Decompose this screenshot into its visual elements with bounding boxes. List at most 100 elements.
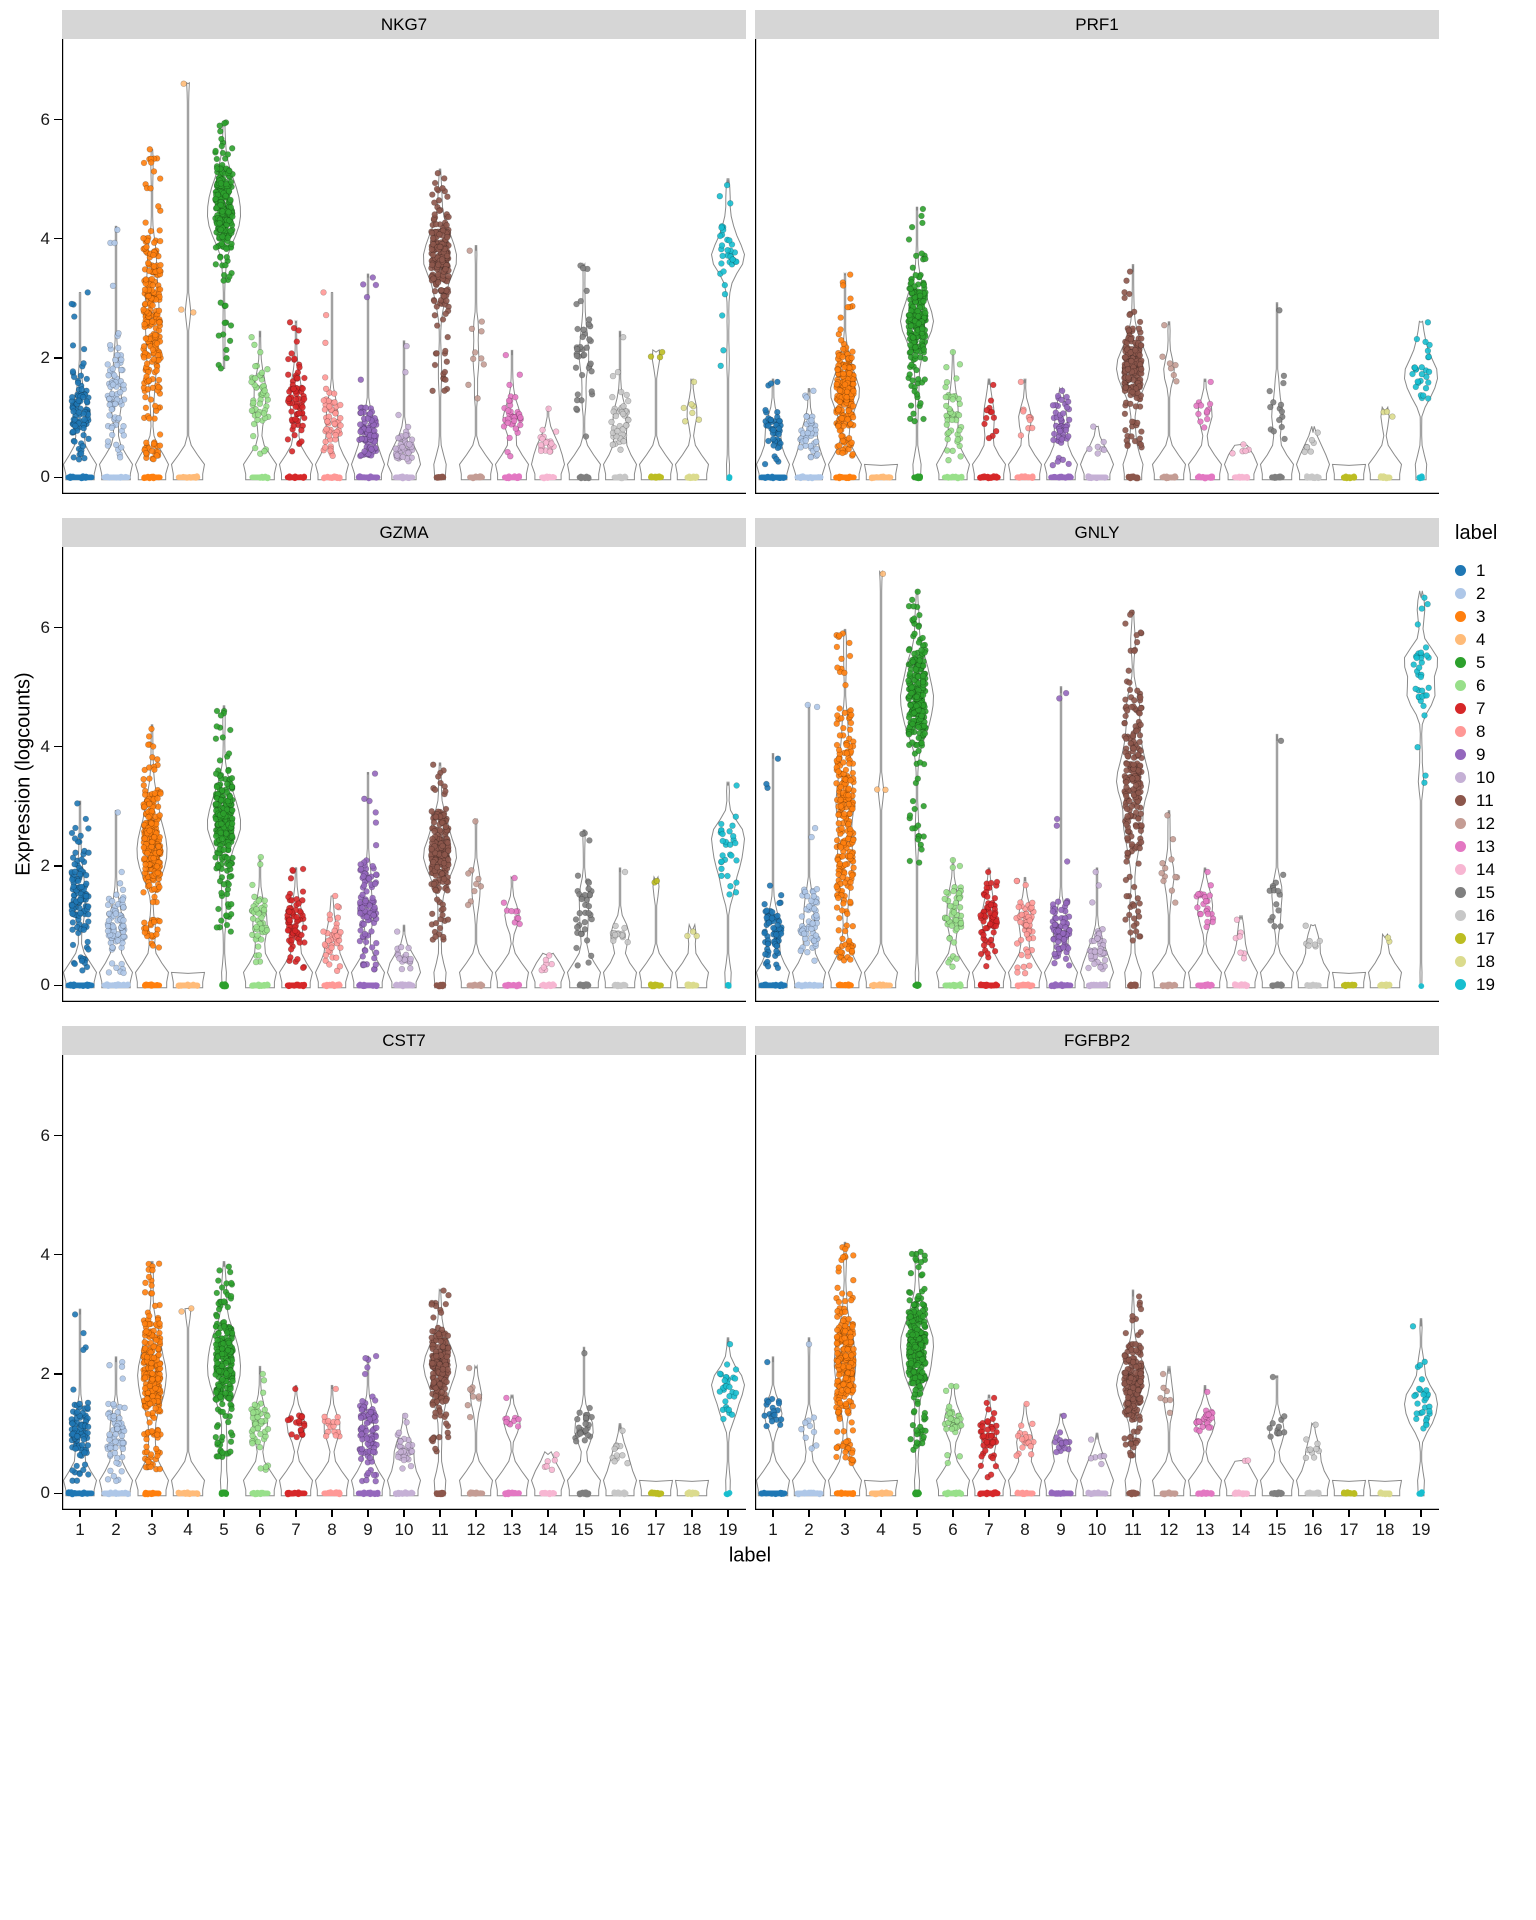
y-tick-mark xyxy=(54,746,62,748)
x-tick-mark xyxy=(1204,1510,1206,1517)
x-tick-label: 2 xyxy=(804,1520,814,1539)
x-tick-mark xyxy=(79,1510,81,1517)
x-tick-mark xyxy=(952,1510,954,1517)
legend-dot-icon xyxy=(1455,749,1466,760)
x-tick-mark xyxy=(808,1510,810,1517)
legend-dot-icon xyxy=(1455,887,1466,898)
legend-item: 18 xyxy=(1455,950,1497,973)
legend-dot-icon xyxy=(1455,933,1466,944)
facet-strip-nkg7: NKG7 xyxy=(62,10,746,39)
legend-items: 1 2 3 4 5 6 7 8 9 10 11 12 13 14 15 16 17 18 19 xyxy=(1455,559,1497,996)
y-tick-mark xyxy=(54,118,62,121)
legend-item-label: 13 xyxy=(1476,836,1495,856)
y-tick-label: 4 xyxy=(40,736,50,756)
x-tick-mark xyxy=(988,1510,990,1517)
x-tick-mark xyxy=(655,1510,657,1517)
y-tick-mark xyxy=(54,865,62,867)
x-tick-mark xyxy=(295,1510,297,1517)
legend-dot-icon xyxy=(1455,956,1466,967)
x-tick-label: 3 xyxy=(147,1520,157,1539)
legend-item-label: 15 xyxy=(1476,882,1495,902)
legend-dot-icon xyxy=(1455,841,1466,852)
x-tick-label: 18 xyxy=(1375,1520,1395,1539)
legend-item-label: 8 xyxy=(1476,721,1486,741)
legend-item-label: 16 xyxy=(1476,905,1495,925)
x-tick-label: 14 xyxy=(1231,1520,1251,1539)
legend-item: 3 xyxy=(1455,605,1497,628)
legend-item-label: 7 xyxy=(1476,698,1486,718)
x-tick-mark xyxy=(772,1510,774,1517)
x-tick-mark xyxy=(259,1510,261,1517)
x-axis-title: label xyxy=(728,1544,772,1567)
x-tick-mark xyxy=(1132,1510,1134,1517)
x-tick-mark xyxy=(547,1510,549,1517)
legend-item-label: 19 xyxy=(1476,974,1495,994)
y-tick-mark xyxy=(54,626,62,629)
facet-strip-gnly: GNLY xyxy=(755,518,1439,547)
y-tick-mark xyxy=(54,238,62,240)
y-tick-label: 4 xyxy=(40,228,50,248)
x-tick-label: 13 xyxy=(502,1520,522,1539)
x-tick-label: 17 xyxy=(646,1520,666,1539)
legend-item-label: 17 xyxy=(1476,928,1495,948)
x-tick-label: 18 xyxy=(682,1520,702,1539)
x-tick-mark xyxy=(619,1510,621,1517)
x-tick-mark xyxy=(439,1510,441,1517)
legend-title: label xyxy=(1455,522,1498,544)
x-tick-mark xyxy=(1024,1510,1026,1517)
legend-item: 14 xyxy=(1455,858,1497,881)
x-tick-label: 11 xyxy=(431,1520,449,1539)
x-tick-label: 12 xyxy=(466,1520,486,1539)
facet-strip-prf1: PRF1 xyxy=(755,10,1439,39)
x-tick-label: 5 xyxy=(912,1520,922,1539)
legend-item: 7 xyxy=(1455,697,1497,720)
x-tick-mark xyxy=(1312,1510,1314,1517)
x-tick-mark xyxy=(331,1510,333,1517)
legend-item-label: 11 xyxy=(1476,790,1494,810)
y-tick-label: 0 xyxy=(40,1483,50,1503)
x-tick-mark xyxy=(844,1510,846,1517)
facet-panel-fgfbp2 xyxy=(755,1055,1439,1510)
legend-dot-icon xyxy=(1455,795,1466,806)
x-tick-label: 10 xyxy=(1087,1520,1107,1539)
legend-item: 11 xyxy=(1455,789,1497,812)
x-tick-mark xyxy=(727,1510,729,1517)
facet-title-gnly: GNLY xyxy=(1074,522,1120,542)
legend-item-label: 2 xyxy=(1476,583,1486,603)
x-tick-mark xyxy=(187,1510,189,1517)
x-tick-label: 17 xyxy=(1339,1520,1359,1539)
x-tick-label: 7 xyxy=(984,1520,994,1539)
legend-dot-icon xyxy=(1455,565,1466,576)
x-tick-label: 19 xyxy=(1411,1520,1431,1539)
x-tick-mark xyxy=(511,1510,513,1517)
legend-dot-icon xyxy=(1455,726,1466,737)
x-tick-label: 9 xyxy=(363,1520,373,1539)
legend-item: 1 xyxy=(1455,559,1497,582)
x-tick-label: 16 xyxy=(610,1520,630,1539)
y-axis-title: Expression (logcounts) xyxy=(12,672,35,876)
legend-item: 8 xyxy=(1455,720,1497,743)
facet-title-fgfbp2: FGFBP2 xyxy=(1063,1030,1131,1050)
x-tick-mark xyxy=(1420,1510,1422,1517)
y-tick-label: 2 xyxy=(40,348,50,368)
legend-item: 17 xyxy=(1455,927,1497,950)
x-tick-label: 5 xyxy=(219,1520,229,1539)
x-tick-mark xyxy=(1384,1510,1386,1517)
legend-item: 15 xyxy=(1455,881,1497,904)
x-tick-mark xyxy=(367,1510,369,1517)
legend-dot-icon xyxy=(1455,634,1466,645)
x-tick-label: 15 xyxy=(574,1520,594,1539)
legend-item-label: 12 xyxy=(1476,813,1495,833)
x-tick-label: 4 xyxy=(876,1520,886,1539)
x-tick-mark xyxy=(880,1510,882,1517)
x-tick-label: 2 xyxy=(111,1520,121,1539)
legend-dot-icon xyxy=(1455,588,1466,599)
legend-dot-icon xyxy=(1455,703,1466,714)
legend-dot-icon xyxy=(1455,910,1466,921)
legend-dot-icon xyxy=(1455,864,1466,875)
facet-panel-gnly xyxy=(755,547,1439,1002)
x-tick-mark xyxy=(475,1510,477,1517)
facet-title-prf1: PRF1 xyxy=(1075,14,1119,34)
x-tick-label: 8 xyxy=(1020,1520,1030,1539)
